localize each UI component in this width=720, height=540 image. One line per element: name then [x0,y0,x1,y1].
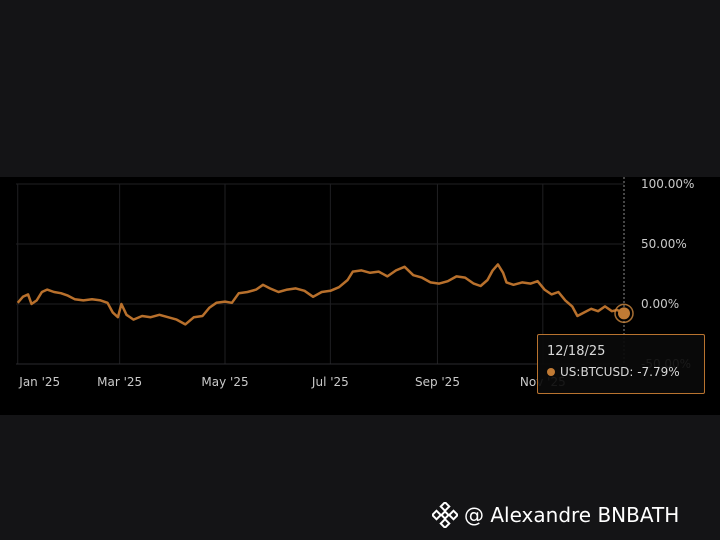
chart-grid [16,183,624,365]
tooltip-value: -7.79% [637,365,680,379]
x-tick-label: Jul '25 [311,375,349,389]
y-tick-label: 0.00% [641,297,679,311]
series-line-btcusd [16,263,625,326]
x-tick-label: May '25 [201,375,248,389]
chart-tooltip: 12/18/25 US:BTCUSD: -7.79% [537,334,705,394]
tooltip-series-dot [547,368,555,376]
tooltip-date: 12/18/25 [547,344,606,359]
y-tick-label: 100.00% [641,177,694,191]
watermark: @ Alexandre BNBATH [432,500,679,530]
watermark-text: @ Alexandre BNBATH [464,503,680,527]
highlight-marker [618,307,630,320]
x-tick-label: Jan '25 [18,375,60,389]
tooltip-series-label: US:BTCUSD [560,365,630,379]
tooltip-separator: : [629,365,638,379]
x-tick-label: Sep '25 [415,375,460,389]
highlight-marker-ring [614,303,634,324]
y-tick-label: 50.00% [641,237,687,251]
tooltip-series-row: US:BTCUSD: -7.79% [547,365,680,379]
chart-series [16,263,634,326]
x-tick-label: Mar '25 [97,375,142,389]
binance-logo-icon [432,502,458,528]
